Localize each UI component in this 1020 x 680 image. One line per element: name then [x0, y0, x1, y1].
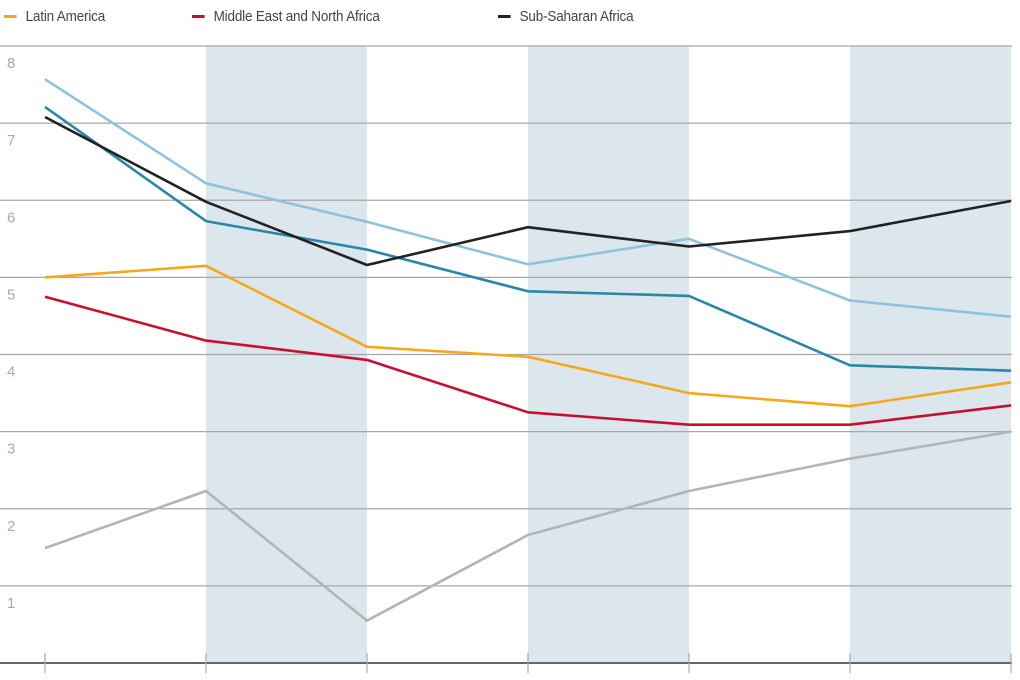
legend-item-mena: Middle East and North Africa	[192, 8, 380, 25]
legend-swatch-ssa	[498, 15, 511, 18]
series-lines	[44, 78, 1012, 622]
legend-item-latin-america: Latin America	[4, 8, 105, 25]
series-line	[44, 105, 1012, 372]
y-axis-labels: 1 2 3 4 5 6 7 8	[7, 55, 15, 612]
legend-item-sub-saharan-africa: Sub-Saharan Africa	[498, 8, 634, 25]
series-line	[44, 78, 1012, 318]
legend-swatch-latin-america	[4, 15, 17, 18]
series-line	[44, 430, 1012, 622]
y-tick-label: 4	[7, 364, 15, 381]
x-axis	[0, 653, 1012, 673]
y-tick-label: 6	[7, 209, 15, 226]
legend-swatch-mena	[192, 15, 205, 18]
gridlines	[0, 45, 1012, 587]
y-tick-label: 8	[7, 55, 15, 72]
series-line	[44, 115, 1012, 267]
y-tick-label: 3	[7, 441, 15, 458]
legend-label: Middle East and North Africa	[213, 8, 380, 25]
y-tick-label: 2	[7, 518, 15, 535]
y-tick-label: 7	[7, 132, 15, 149]
legend-label: Latin America	[25, 8, 106, 25]
series-line	[44, 264, 1012, 408]
y-tick-label: 1	[7, 595, 15, 612]
y-tick-label: 5	[7, 286, 15, 303]
legend-label: Sub-Saharan Africa	[519, 8, 634, 25]
series-line	[44, 295, 1012, 427]
